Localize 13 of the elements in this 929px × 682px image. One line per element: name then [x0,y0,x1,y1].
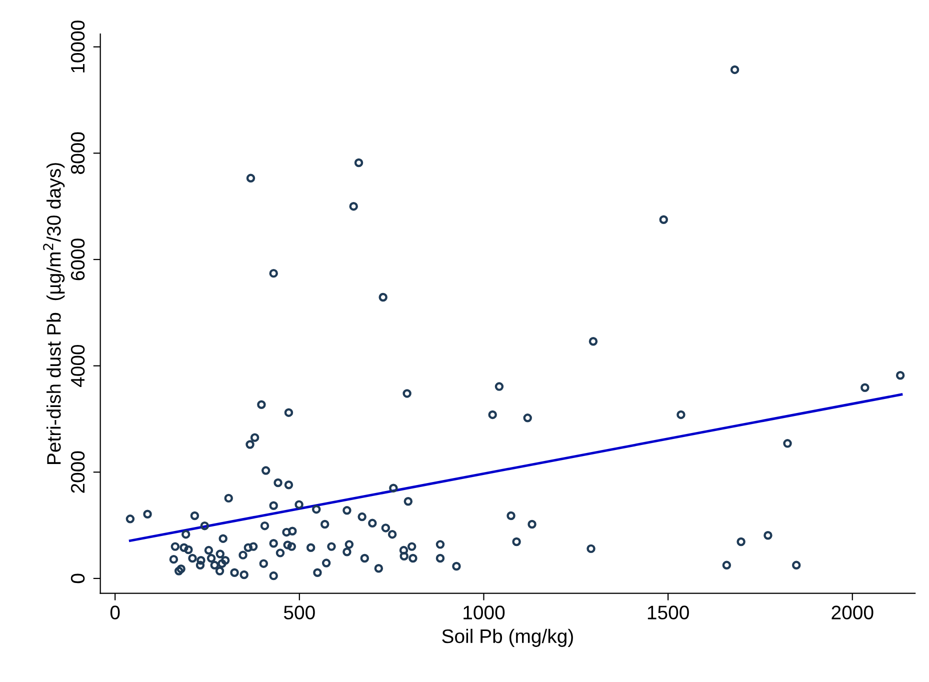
x-tick-label: 1000 [464,606,505,620]
y-tick-label: 2000 [70,451,85,493]
x-tick-label: 500 [284,606,315,620]
y-axis-title: Petri-dish dust Pb (µg/m$^{2}$/30 days) [43,163,65,464]
y-tick-label: 4000 [70,344,85,387]
y-tick-label: 6000 [70,238,85,280]
y-tick-label: 8000 [70,132,85,174]
x-tick-label: 0 [110,606,120,620]
x-tick-label: 1500 [648,606,689,620]
y-tick-label: 0 [70,574,85,584]
x-axis-title: Soil Pb (mg/kg) [442,628,573,647]
y-tick-label: 10000 [70,20,85,72]
x-tick-label: 2000 [832,606,874,620]
